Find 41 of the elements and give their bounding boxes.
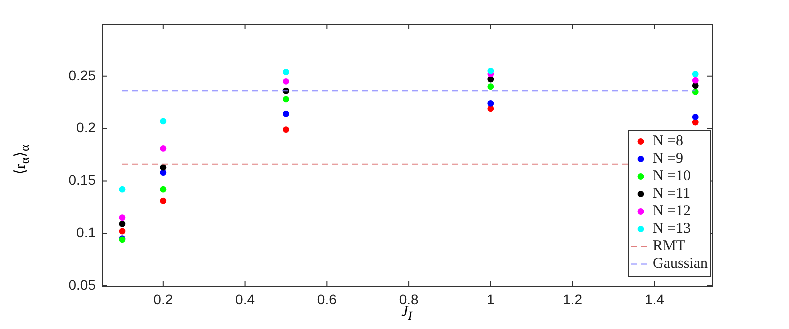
- x-tick-label: 0.4: [236, 291, 256, 308]
- legend-label: Gaussian: [653, 256, 708, 272]
- point: [283, 69, 290, 76]
- legend-label: N =13: [653, 221, 692, 238]
- point: [160, 198, 167, 204]
- x-tick-label: 1.2: [563, 291, 583, 308]
- x-tick-label: 0.6: [317, 291, 338, 308]
- y-tick-label: 0.25: [68, 67, 96, 84]
- point: [119, 228, 126, 235]
- point: [119, 186, 126, 193]
- legend-label: RMT: [653, 238, 686, 255]
- point: [119, 214, 126, 222]
- point: [119, 220, 126, 228]
- point: [283, 126, 290, 134]
- y-tick-label: 0.1: [76, 224, 96, 240]
- point: [488, 84, 494, 90]
- x-tick-label: 1: [487, 291, 496, 308]
- point: [488, 100, 494, 107]
- point: [692, 82, 699, 90]
- point: [160, 170, 167, 176]
- point: [488, 68, 494, 74]
- legend-label: N =12: [653, 204, 692, 220]
- point: [160, 118, 167, 125]
- point: [283, 96, 290, 103]
- y-tick-label: 0.05: [68, 276, 96, 293]
- point: [692, 77, 699, 84]
- point: [283, 78, 290, 85]
- y-tick-label: 0.15: [68, 172, 96, 188]
- point: [692, 71, 699, 78]
- point: [160, 164, 167, 171]
- x-tick-label: 0.2: [154, 291, 174, 308]
- point: [283, 110, 290, 118]
- x-tick-label: 1.4: [644, 291, 665, 308]
- legend-label: N =9: [653, 151, 684, 168]
- point: [160, 146, 167, 152]
- y-tick-label: 0.2: [76, 120, 96, 136]
- legend-label: N =10: [653, 168, 692, 185]
- legend-label: N =8: [653, 134, 684, 150]
- legend-label: N =11: [653, 186, 690, 202]
- point: [692, 114, 699, 120]
- point: [160, 186, 167, 193]
